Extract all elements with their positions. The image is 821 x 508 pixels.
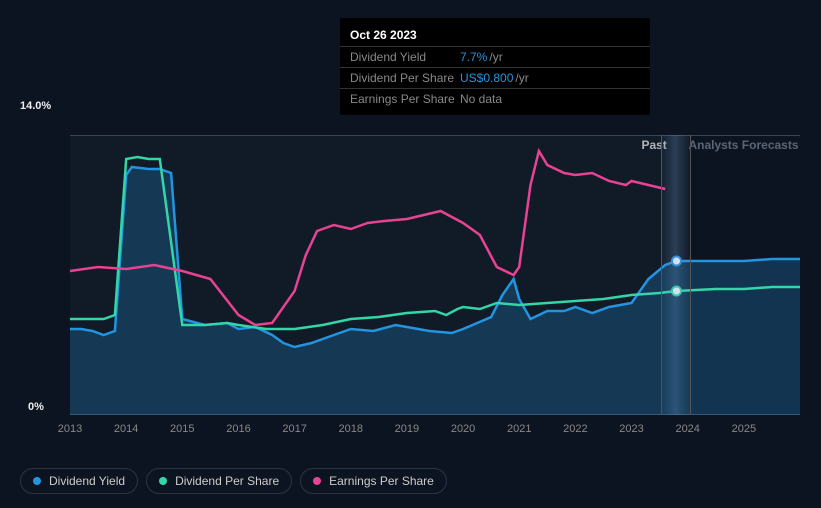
- x-tick-label: 2024: [675, 423, 699, 435]
- x-tick-label: 2017: [282, 423, 306, 435]
- legend-item-earnings-per-share[interactable]: Earnings Per Share: [300, 468, 447, 494]
- tooltip-row-suffix: /yr: [489, 50, 502, 64]
- x-tick-label: 2021: [507, 423, 531, 435]
- chart-legend: Dividend Yield Dividend Per Share Earnings…: [20, 468, 447, 494]
- chart-plot-area[interactable]: [70, 135, 800, 415]
- tooltip-row-value: No data: [460, 92, 502, 106]
- legend-label: Dividend Per Share: [175, 474, 279, 488]
- tooltip-date: Oct 26 2023: [340, 24, 650, 47]
- x-tick-label: 2022: [563, 423, 587, 435]
- legend-dot-icon: [159, 477, 167, 485]
- legend-item-dividend-yield[interactable]: Dividend Yield: [20, 468, 138, 494]
- tooltip-row-suffix: /yr: [515, 71, 528, 85]
- legend-dot-icon: [33, 477, 41, 485]
- x-tick-label: 2014: [114, 423, 138, 435]
- tooltip-row-label: Earnings Per Share: [350, 92, 460, 106]
- y-axis-min-label: 0%: [28, 401, 44, 413]
- chart-tooltip: Oct 26 2023Dividend Yield7.7% /yrDividen…: [340, 18, 650, 115]
- x-tick-label: 2016: [226, 423, 250, 435]
- tooltip-row-value: US$0.800: [460, 71, 513, 85]
- tooltip-row-label: Dividend Yield: [350, 50, 460, 64]
- x-tick-label: 2025: [732, 423, 756, 435]
- chart-container: 14.0% 0% Past Analysts Forecasts 2013201…: [20, 110, 801, 450]
- tooltip-row: Dividend Per ShareUS$0.800 /yr: [340, 68, 650, 89]
- legend-dot-icon: [313, 477, 321, 485]
- tooltip-row: Dividend Yield7.7% /yr: [340, 47, 650, 68]
- x-tick-label: 2023: [619, 423, 643, 435]
- y-axis-max-label: 14.0%: [20, 100, 51, 112]
- legend-label: Dividend Yield: [49, 474, 125, 488]
- tooltip-row-label: Dividend Per Share: [350, 71, 460, 85]
- chart-svg: [70, 135, 800, 415]
- x-tick-label: 2015: [170, 423, 194, 435]
- x-tick-label: 2020: [451, 423, 475, 435]
- legend-item-dividend-per-share[interactable]: Dividend Per Share: [146, 468, 292, 494]
- x-tick-label: 2018: [339, 423, 363, 435]
- x-tick-label: 2019: [395, 423, 419, 435]
- tooltip-row-value: 7.7%: [460, 50, 487, 64]
- tooltip-row: Earnings Per ShareNo data: [340, 89, 650, 109]
- x-tick-label: 2013: [58, 423, 82, 435]
- legend-label: Earnings Per Share: [329, 474, 434, 488]
